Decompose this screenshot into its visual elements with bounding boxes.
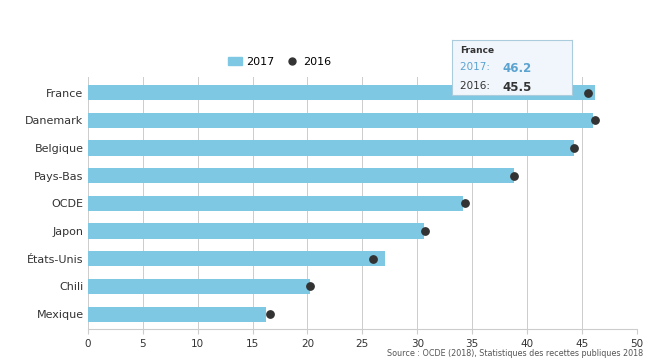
Point xyxy=(368,256,378,262)
Text: 2016:: 2016: xyxy=(460,81,493,91)
Bar xyxy=(88,196,463,211)
Text: France: France xyxy=(460,46,494,55)
Bar xyxy=(88,279,309,294)
Text: Source : OCDE (2018), Statistiques des recettes publiques 2018: Source : OCDE (2018), Statistiques des r… xyxy=(387,349,644,358)
Bar xyxy=(88,85,595,100)
Bar xyxy=(88,224,424,239)
Point xyxy=(265,311,276,317)
Point xyxy=(460,201,470,206)
Bar xyxy=(88,307,266,322)
Bar xyxy=(88,168,514,183)
Point xyxy=(304,284,315,289)
Legend: 2017, 2016: 2017, 2016 xyxy=(224,53,336,72)
Point xyxy=(590,117,601,123)
Text: 45.5: 45.5 xyxy=(502,81,532,94)
Point xyxy=(509,173,519,179)
Bar xyxy=(88,251,385,266)
Bar xyxy=(88,113,593,128)
Bar xyxy=(88,140,575,156)
Text: Les recettes fiscales dans les pays de l’OCDE continuent à augmenter: Les recettes fiscales dans les pays de l… xyxy=(25,12,548,25)
Text: Recettes fiscales en % du PIB, sélection de pays (données provisoires pour 2017): Recettes fiscales en % du PIB, sélection… xyxy=(25,37,430,48)
Point xyxy=(420,228,430,234)
Text: 46.2: 46.2 xyxy=(502,62,532,75)
Point xyxy=(582,90,593,95)
Point xyxy=(569,145,580,151)
Text: 2017:: 2017: xyxy=(460,62,493,72)
